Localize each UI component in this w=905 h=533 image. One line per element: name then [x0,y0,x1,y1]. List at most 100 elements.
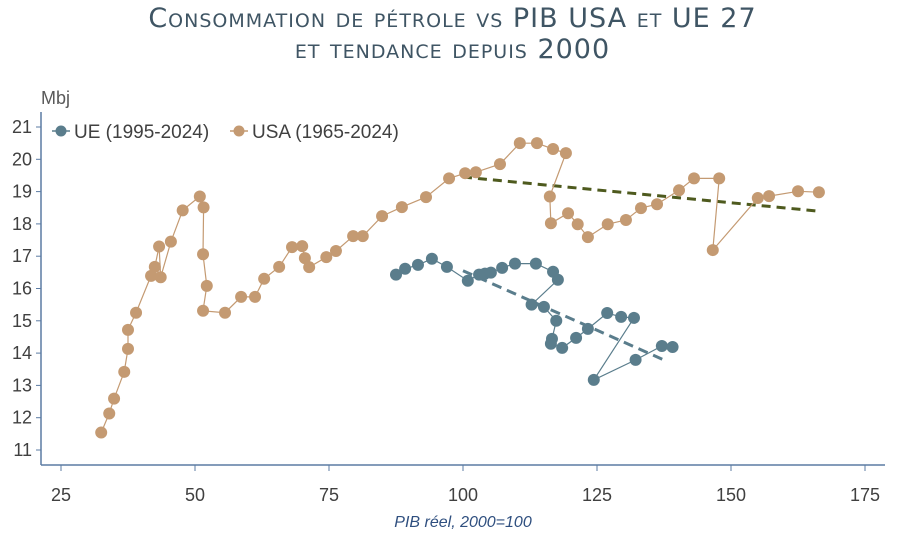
usa-data-point [420,191,433,204]
usa-data-point [122,323,134,336]
y-tick-label: 13 [12,375,32,395]
usa-data-point [197,201,210,214]
usa-data-point [673,184,686,197]
usa-data-point [395,201,408,214]
usa-data-point [197,304,210,317]
ue-data-point [581,322,594,335]
usa-data-point [193,190,206,203]
usa-data-point [273,260,286,273]
y-tick-label: 16 [12,279,32,299]
ue-data-point [666,340,679,353]
y-axis-unit: Mbj [41,88,70,108]
axes: 11 12 13 14 15 16 17 18 19 20 21 25 50 75 100 125 150 175 [12,112,885,505]
legend-usa-label: USA (1965-2024) [252,122,399,143]
ue-data-point [484,266,497,279]
usa-data-point [459,167,472,180]
x-axis-label: PIB réel, 2000=100 [394,514,532,531]
usa-data-point [469,166,482,179]
usa-data-point [713,172,726,185]
ue-data-point [525,298,538,311]
usa-data-point [145,269,158,282]
y-tick-label: 15 [12,311,32,331]
ue-data-point [629,353,642,366]
usa-data-point [122,342,134,355]
usa-data-point [634,202,647,215]
ue-data-point [411,258,424,271]
x-tick-label: 50 [185,485,205,505]
ue-data-point [508,257,521,270]
usa-data-point [547,142,560,155]
usa-data-point [544,217,557,230]
usa-data-point [562,207,575,220]
usa-data-point [130,306,143,319]
usa-data-point [763,190,776,203]
usa-data-point [443,172,456,185]
usa-data-point [200,279,213,292]
usa-data-point [329,245,342,258]
ue-data-point [496,261,509,274]
legend: UE (1995-2024) USA (1965-2024) [52,122,399,143]
usa-data-point [164,235,177,248]
ue-data-point [551,273,564,286]
usa-data-point [543,190,556,203]
legend-ue-marker [55,125,67,137]
ue-data-point [461,274,474,287]
usa-data-point [219,306,232,319]
series-layer [95,137,825,439]
usa-data-point [153,240,166,253]
x-tick-label: 150 [716,485,746,505]
usa-data-point [706,244,719,257]
usa-data-point [235,290,248,303]
ue-data-point [550,314,563,327]
usa-data-point [296,240,309,253]
y-tick-label: 11 [13,440,32,460]
usa-data-point [581,231,594,244]
ue-data-point [570,331,583,344]
usa-data-point [688,172,701,185]
legend-ue-label: UE (1995-2024) [74,122,209,143]
ue-data-point [627,311,640,324]
chart-title-line2: et tendance depuis 2000 [294,34,611,65]
usa-data-point [356,230,369,243]
y-tick-label: 19 [12,182,32,202]
y-tick-label: 20 [12,149,32,169]
usa-data-point [154,271,167,284]
ue-data-point [440,260,453,273]
usa-data-point [559,147,572,160]
x-tick-label: 25 [51,485,71,505]
ue-data-point [655,339,668,352]
usa-data-point [792,185,804,198]
usa-data-point [298,252,311,265]
usa-data-point [530,137,543,150]
ue-data-point [544,337,557,350]
usa-data-point [95,426,108,439]
usa-data-point [376,210,389,223]
usa-data-point [249,290,262,303]
usa-data-point [513,137,526,150]
usa-data-point [103,407,116,420]
usa-data-point [651,198,664,211]
usa-data-point [118,365,131,378]
y-tick-label: 17 [12,246,32,266]
usa-data-point [571,218,584,231]
ue-data-point [615,310,628,323]
usa-data-point [176,204,189,217]
usa-data-point [601,218,614,231]
x-tick-label: 100 [448,485,478,505]
ue-data-point [425,252,438,265]
usa-data-point [320,251,333,264]
y-tick-label: 21 [12,117,32,137]
y-tick-label: 18 [12,214,32,234]
usa-data-point [303,261,316,274]
usa-data-point [197,248,210,261]
legend-usa-marker [233,125,245,137]
usa-data-point [108,392,121,405]
ue-data-point [390,268,402,281]
usa-data-point [148,260,161,273]
ue-data-point [399,262,412,275]
usa-data-point [347,230,360,243]
usa-data-point [751,192,764,205]
trendlines [462,175,817,363]
ue-data-point [556,341,569,354]
